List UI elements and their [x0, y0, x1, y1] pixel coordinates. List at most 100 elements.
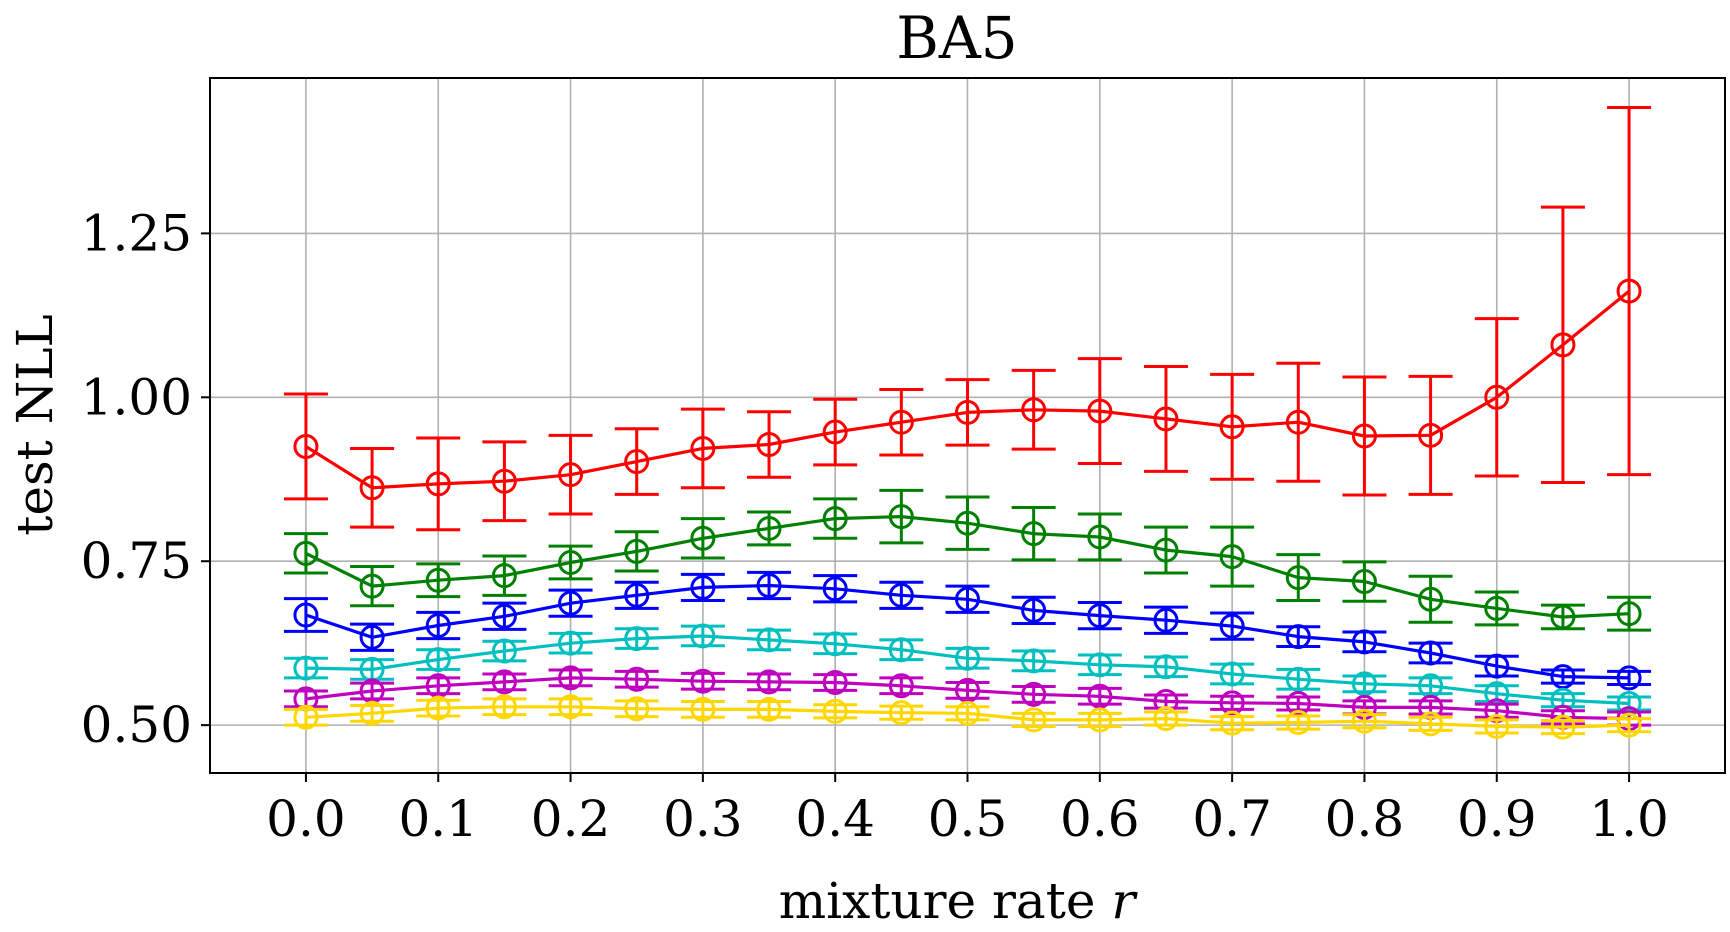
data-point: [1484, 595, 1510, 621]
data-point: [1087, 398, 1113, 424]
data-point: [756, 627, 782, 653]
data-point: [1550, 714, 1576, 740]
data-point: [955, 399, 980, 425]
data-point: [1285, 565, 1311, 591]
data-point: [558, 590, 584, 616]
data-point: [690, 668, 716, 694]
series-blue: [283, 570, 1652, 691]
data-point: [1219, 661, 1245, 687]
y-tick-label: 1.00: [81, 368, 192, 426]
data-point: [1351, 671, 1377, 697]
y-ticks: 0.50 0.75 1.00 1.25: [81, 204, 210, 754]
data-point: [1418, 711, 1444, 737]
data-point: [756, 696, 782, 722]
x-tick-label: 0.8: [1325, 790, 1405, 848]
data-point: [359, 573, 385, 599]
data-point: [624, 696, 650, 722]
data-point: [558, 665, 584, 691]
data-point: [756, 432, 782, 458]
x-tick-label: 0.0: [266, 790, 346, 848]
data-point: [1418, 640, 1444, 666]
data-point: [955, 510, 980, 536]
data-point: [1285, 624, 1311, 650]
data-point: [1219, 710, 1245, 736]
data-point: [491, 603, 517, 629]
data-point: [822, 698, 848, 724]
x-axis-label-variable: r: [1111, 872, 1138, 930]
data-point: [491, 563, 517, 589]
data-point: [1219, 414, 1245, 440]
data-point: [293, 704, 319, 730]
data-point: [1550, 664, 1576, 690]
data-point: [359, 624, 385, 650]
data-point: [1616, 712, 1642, 738]
data-point: [1087, 683, 1113, 709]
data-point: [1087, 652, 1113, 678]
series-layer: [283, 106, 1652, 740]
data-point: [558, 462, 584, 488]
data-point: [955, 645, 980, 671]
data-point: [1285, 409, 1311, 435]
data-point: [822, 506, 848, 532]
x-tick-label: 0.3: [663, 790, 743, 848]
data-point: [756, 515, 782, 541]
data-point: [1087, 707, 1113, 733]
data-point: [491, 468, 517, 494]
data-point: [822, 419, 848, 445]
data-point: [1550, 332, 1576, 358]
data-point: [822, 631, 848, 657]
x-tick-label: 0.2: [531, 790, 611, 848]
series-cyan: [283, 623, 1652, 716]
data-point: [1616, 601, 1642, 627]
data-point: [888, 409, 914, 435]
data-point: [1021, 648, 1047, 674]
data-point: [756, 572, 782, 598]
data-point: [425, 471, 451, 497]
data-point: [1219, 613, 1245, 639]
data-point: [293, 655, 319, 681]
y-axis-label: test NLL: [6, 314, 64, 535]
series-red: [283, 106, 1652, 532]
data-point: [425, 567, 451, 593]
data-point: [624, 538, 650, 564]
series-green: [283, 488, 1652, 632]
x-tick-label: 0.9: [1457, 790, 1537, 848]
data-point: [425, 695, 451, 721]
data-point: [888, 637, 914, 663]
y-tick-label: 0.50: [81, 696, 192, 754]
data-point: [888, 582, 914, 608]
data-point: [558, 630, 584, 656]
data-point: [558, 550, 584, 576]
data-point: [822, 576, 848, 602]
x-tick-label: 0.4: [795, 790, 875, 848]
data-point: [1418, 586, 1444, 612]
data-point: [1484, 653, 1510, 679]
data-point: [1219, 690, 1245, 716]
x-tick-label: 1.0: [1589, 790, 1669, 848]
data-point: [1351, 708, 1377, 734]
data-point: [1021, 597, 1047, 623]
data-point: [756, 669, 782, 695]
data-point: [624, 582, 650, 608]
x-axis-label: mixture rate r: [779, 872, 1139, 930]
data-point: [1285, 710, 1311, 736]
data-point: [293, 433, 319, 459]
series-yellow: [283, 694, 1652, 740]
x-tick-label: 0.1: [398, 790, 478, 848]
data-point: [1616, 278, 1642, 304]
data-point: [624, 626, 650, 652]
data-point: [1153, 406, 1179, 432]
data-point: [1616, 665, 1642, 691]
chart-title: BA5: [896, 4, 1017, 72]
data-point: [1153, 654, 1179, 680]
data-point: [1351, 423, 1377, 449]
data-point: [690, 435, 716, 461]
data-point: [293, 602, 319, 628]
data-point: [491, 694, 517, 720]
y-tick-label: 1.25: [81, 204, 192, 262]
x-axis-label-text: mixture rate: [779, 872, 1112, 930]
data-point: [1418, 422, 1444, 448]
data-point: [888, 504, 914, 530]
data-point: [293, 540, 319, 566]
